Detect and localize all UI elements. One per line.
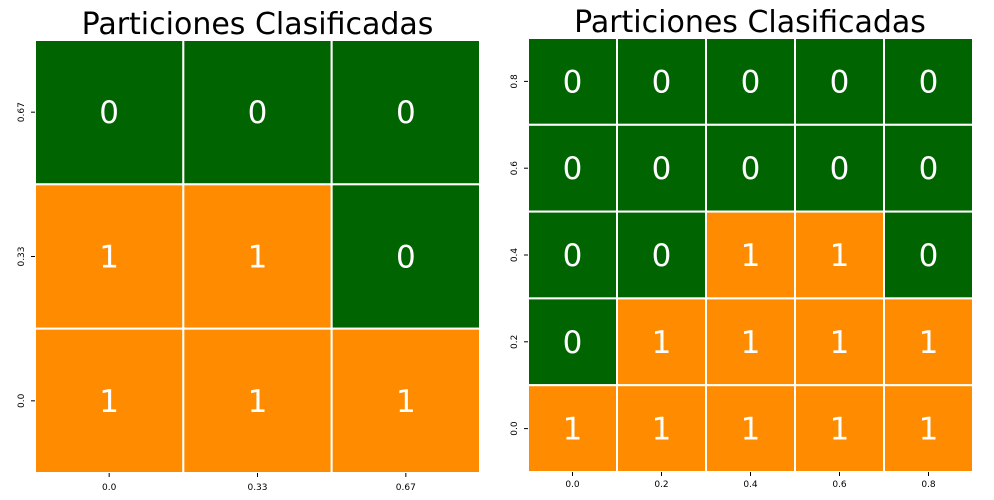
cell-value-label-left-r1-c0: 1 <box>99 240 119 276</box>
x-axis-ticks-right: 0.0 0.2 0.4 0.6 0.8 <box>565 472 936 490</box>
heatmap-cell-left-r0-c0 <box>34 39 185 186</box>
chart-title-left: Particiones Clasificadas <box>82 7 434 42</box>
y-tick-label-right-2: 0.4 <box>510 248 520 263</box>
heatmap-cell-right-r1-c2 <box>705 123 796 213</box>
cell-value-label-left-r0-c0: 0 <box>99 95 119 131</box>
heatmap-cell-right-r1-c4 <box>883 123 974 213</box>
x-tick-label-right-0: 0.0 <box>565 480 580 490</box>
x-tick-label-right-2: 0.4 <box>743 480 758 490</box>
heatmap-cell-right-r2-c1 <box>616 210 707 300</box>
cell-value-label-right-r0-c3: 0 <box>830 64 850 100</box>
heatmap-cell-right-r2-c3 <box>794 210 885 300</box>
cell-value-label-right-r4-c1: 1 <box>652 412 672 448</box>
heatmap-cell-right-r0-c0 <box>527 37 618 126</box>
cell-value-label-right-r4-c3: 1 <box>830 412 850 448</box>
x-tick-label-left-1: 0.33 <box>247 483 267 493</box>
heatmap-panel-right: Particiones Clasificadas 0 0 0 0 00 0 0 0 00 0 1 1 0… <box>510 5 974 490</box>
heatmap-cell-right-r0-c1 <box>616 37 707 126</box>
heatmap-cell-right-r4-c0 <box>527 384 618 474</box>
cell-value-label-right-r3-c2: 1 <box>741 325 761 361</box>
heatmap-cell-right-r3-c1 <box>616 297 707 387</box>
y-tick-label-left-1: 0.33 <box>17 246 27 266</box>
heatmap-cell-right-r2-c4 <box>883 210 974 300</box>
heatmap-panel-left: Particiones Clasificadas 0 0 01 1 01 1 1 0.0 0.… <box>17 7 481 493</box>
cell-value-label-left-r1-c1: 1 <box>248 240 268 276</box>
cell-value-label-right-r0-c4: 0 <box>919 64 939 100</box>
y-tick-label-left-2: 0.0 <box>17 393 27 408</box>
heatmap-cell-right-r3-c2 <box>705 297 796 387</box>
cell-value-label-left-r1-c2: 0 <box>396 240 416 276</box>
heatmap-cell-right-r4-c4 <box>883 384 974 474</box>
cell-value-label-right-r1-c2: 0 <box>741 151 761 187</box>
x-axis-ticks-left: 0.0 0.33 0.67 <box>102 473 416 493</box>
cell-value-label-right-r4-c2: 1 <box>741 412 761 448</box>
cell-value-label-right-r0-c0: 0 <box>563 64 583 100</box>
cell-value-label-right-r1-c1: 0 <box>652 151 672 187</box>
y-axis-ticks-left: 0.67 0.33 0.0 <box>17 102 35 408</box>
y-tick-label-right-4: 0.0 <box>510 421 520 436</box>
cell-value-label-right-r2-c3: 1 <box>830 238 850 274</box>
x-tick-label-left-0: 0.0 <box>102 483 117 493</box>
x-tick-label-right-3: 0.6 <box>832 480 847 490</box>
y-tick-label-right-1: 0.6 <box>510 161 520 176</box>
heatmap-cell-right-r4-c3 <box>794 384 885 474</box>
y-tick-label-right-0: 0.8 <box>510 74 520 89</box>
heatmap-cell-right-r4-c1 <box>616 384 707 474</box>
cell-value-label-left-r0-c2: 0 <box>396 95 416 131</box>
heatmap-cell-right-r0-c3 <box>794 37 885 126</box>
cell-value-label-right-r2-c0: 0 <box>563 238 583 274</box>
x-tick-label-right-1: 0.2 <box>654 480 668 490</box>
heatmap-cell-left-r0-c1 <box>182 39 333 186</box>
heatmap-cell-right-r0-c4 <box>883 37 974 126</box>
cell-value-label-left-r2-c0: 1 <box>99 384 119 420</box>
cell-value-label-right-r1-c3: 0 <box>830 151 850 187</box>
heatmap-cell-left-r0-c2 <box>330 39 481 186</box>
heatmap-cell-right-r0-c2 <box>705 37 796 126</box>
cell-value-label-right-r0-c2: 0 <box>741 64 761 100</box>
y-tick-label-right-3: 0.2 <box>510 335 520 349</box>
cell-value-label-right-r3-c0: 0 <box>563 325 583 361</box>
x-tick-label-right-4: 0.8 <box>921 480 936 490</box>
cell-value-label-right-r2-c4: 0 <box>919 238 939 274</box>
chart-title-right: Particiones Clasificadas <box>574 5 926 40</box>
heatmap-cell-left-r1-c0 <box>34 183 185 330</box>
cell-value-label-right-r3-c3: 1 <box>830 325 850 361</box>
y-axis-ticks-right: 0.8 0.6 0.4 0.2 0.0 <box>510 74 528 436</box>
heatmap-cells-right: 0 0 0 0 0 0 0 0 0 0 0 0 1 1 0 0 1 1 1 1 1 1 1 1 1 <box>527 37 974 474</box>
heatmap-cell-left-r1-c2 <box>330 183 481 330</box>
cell-value-label-left-r0-c1: 0 <box>248 95 268 131</box>
y-tick-label-left-0: 0.67 <box>17 102 27 122</box>
cell-value-label-left-r2-c1: 1 <box>248 384 268 420</box>
heatmap-cell-right-r1-c3 <box>794 123 885 213</box>
heatmap-cell-left-r2-c1 <box>182 327 333 474</box>
cell-value-label-right-r3-c1: 1 <box>652 325 672 361</box>
cell-value-label-left-r2-c2: 1 <box>396 384 416 420</box>
cell-value-label-right-r3-c4: 1 <box>919 325 939 361</box>
cell-value-label-right-r2-c1: 0 <box>652 238 672 274</box>
x-tick-label-left-2: 0.67 <box>396 483 416 493</box>
heatmap-cell-left-r1-c1 <box>182 183 333 330</box>
cell-value-label-right-r2-c2: 1 <box>741 238 761 274</box>
heatmap-cell-right-r4-c2 <box>705 384 796 474</box>
cell-value-label-right-r0-c1: 0 <box>652 64 672 100</box>
cell-value-label-right-r1-c4: 0 <box>919 151 939 187</box>
cell-value-label-right-r1-c0: 0 <box>563 151 583 187</box>
heatmap-cell-right-r3-c3 <box>794 297 885 387</box>
cell-value-label-right-r4-c4: 1 <box>919 412 939 448</box>
heatmap-cells-left: 0 0 0 1 1 0 1 1 1 <box>34 39 481 474</box>
cell-value-label-right-r4-c0: 1 <box>563 412 583 448</box>
